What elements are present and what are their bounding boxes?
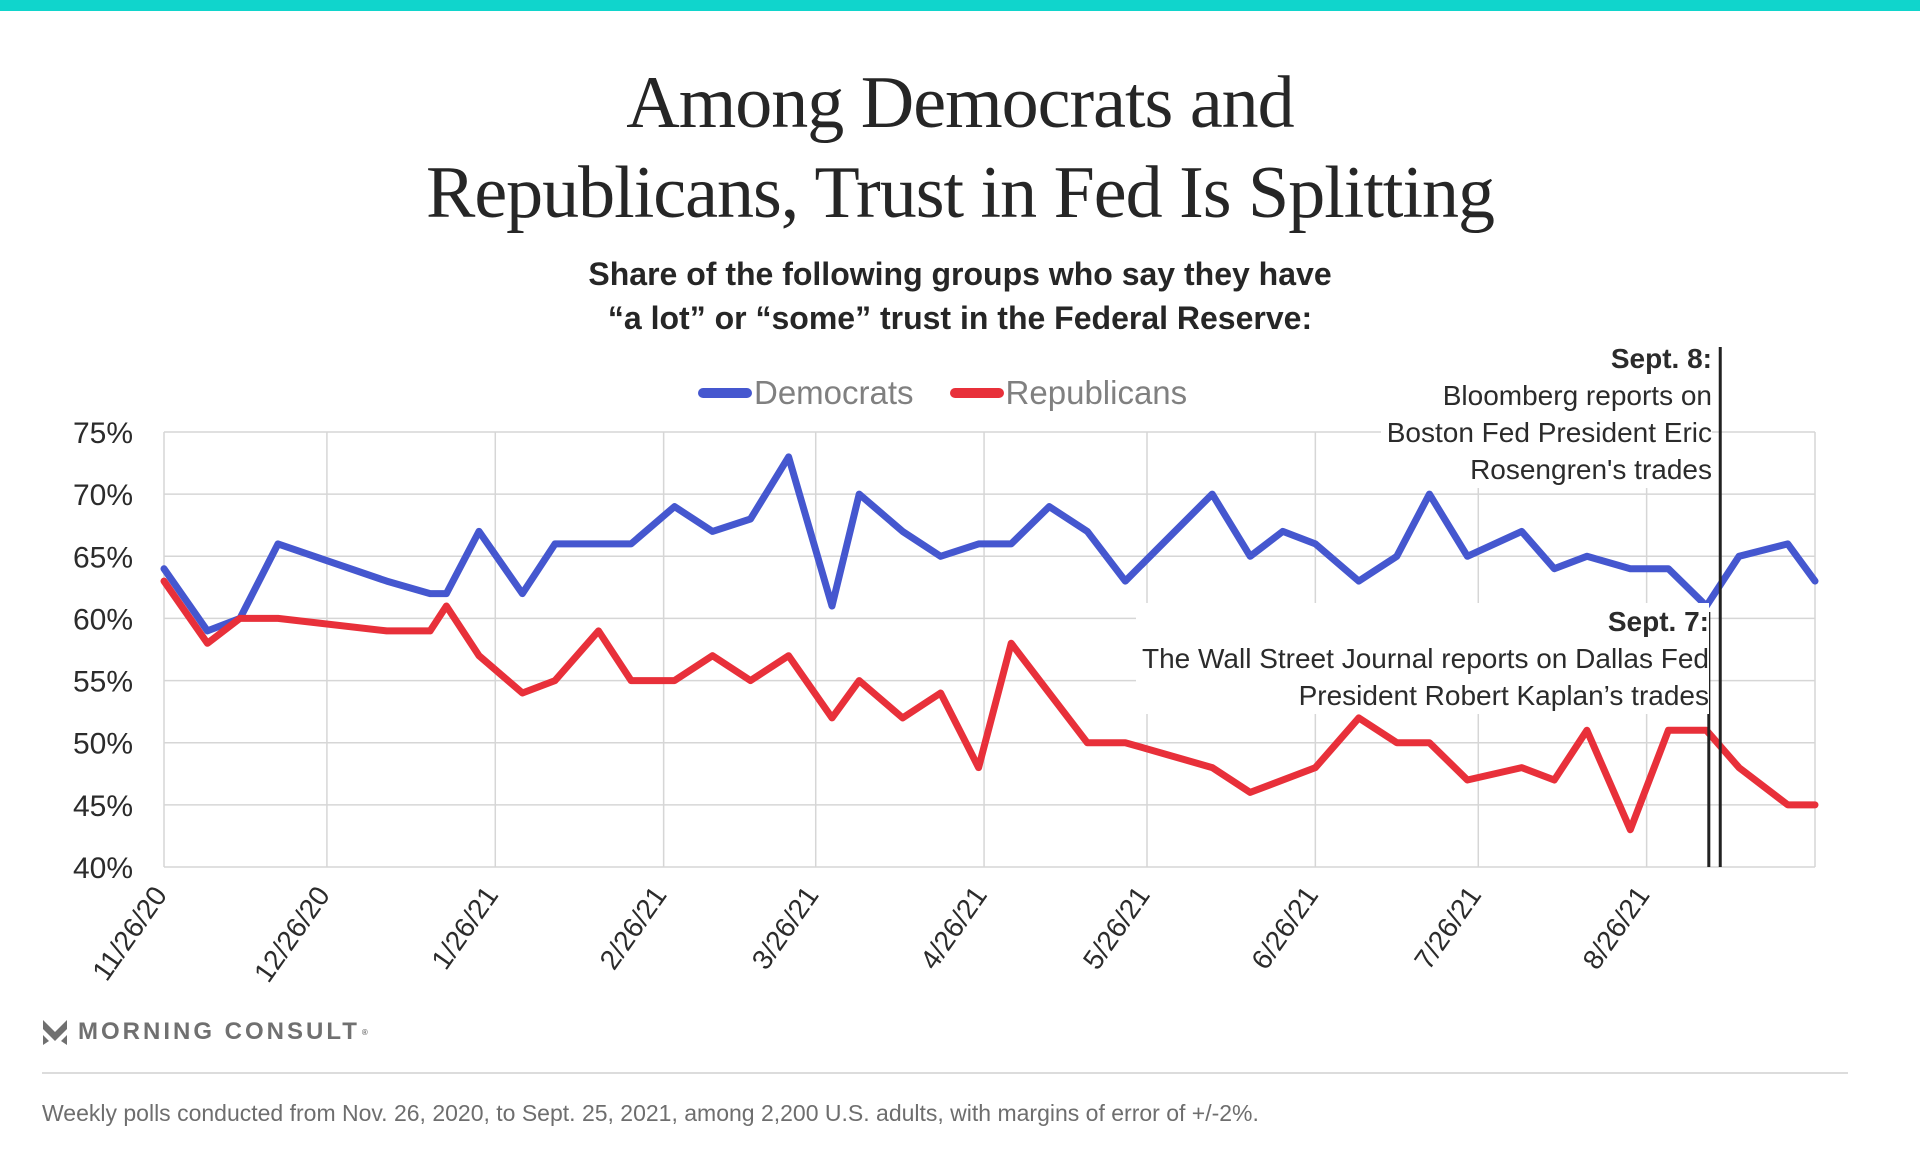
y-tick-label: 75% — [73, 417, 133, 450]
logo-text: MORNING CONSULT — [78, 1018, 360, 1045]
x-tick-label: 6/26/21 — [1245, 881, 1324, 975]
y-tick-label: 45% — [73, 790, 133, 823]
morning-consult-chevron-icon — [43, 1020, 67, 1045]
subtitle-line-2: “a lot” or “some” trust in the Federal R… — [607, 300, 1313, 336]
annotation-sept-8-line-2: Boston Fed President Eric — [1386, 417, 1712, 448]
annotation-sept-8-heading: Sept. 8: — [1610, 343, 1712, 374]
annotation-sept-8-line-1: Bloomberg reports on — [1442, 380, 1712, 411]
brand-top-bar — [0, 0, 1920, 11]
x-axis-ticks: 11/26/20 12/26/20 1/26/21 2/26/21 3/26/21 4/2… — [86, 881, 1655, 988]
footer-divider — [42, 1072, 1848, 1074]
chart-subtitle: Share of the following groups who say th… — [0, 252, 1920, 340]
annotation-sept-7-line-1: The Wall Street Journal reports on Dalla… — [1142, 643, 1709, 674]
x-tick-label: 12/26/20 — [248, 881, 336, 988]
legend-item-republicans: Republicans — [949, 374, 1188, 412]
x-tick-label: 5/26/21 — [1077, 881, 1156, 975]
x-tick-label: 2/26/21 — [594, 881, 673, 975]
annotation-sept-7-line-2: President Robert Kaplan’s trades — [1298, 680, 1709, 711]
title-line-1: Among Democrats and — [626, 62, 1294, 144]
series-lines — [160, 453, 1819, 834]
annotation-sept-7: Sept. 7: The Wall Street Journal reports… — [1136, 603, 1709, 714]
registered-mark: ® — [361, 1027, 368, 1037]
chart-title: Among Democrats and Republicans, Trust i… — [0, 58, 1920, 238]
y-tick-label: 40% — [73, 852, 133, 885]
legend-label-republicans: Republicans — [1005, 374, 1188, 411]
x-tick-label: 3/26/21 — [746, 881, 825, 975]
y-tick-label: 70% — [73, 479, 133, 512]
legend-item-democrats: Democrats — [698, 374, 914, 412]
y-axis-ticks: 40% 45% 50% 55% 60% 65% 70% 75% — [73, 417, 133, 885]
title-line-2: Republicans, Trust in Fed Is Splitting — [425, 152, 1495, 234]
annotation-sept-8-line-3: Rosengren's trades — [1470, 454, 1712, 485]
morning-consult-logo: MORNING CONSULT ® — [42, 1018, 368, 1046]
y-tick-label: 65% — [73, 541, 133, 574]
legend-swatch-democrats — [698, 388, 752, 398]
x-tick-label: 1/26/21 — [425, 881, 504, 975]
x-tick-label: 8/26/21 — [1577, 881, 1656, 975]
annotation-sept-8: Sept. 8: Bloomberg reports on Boston Fed… — [1380, 340, 1712, 488]
annotation-sept-7-heading: Sept. 7: — [1607, 606, 1709, 637]
y-tick-label: 50% — [73, 728, 133, 761]
x-tick-label: 11/26/20 — [86, 881, 173, 986]
legend-swatch-republicans — [949, 388, 1004, 398]
legend: Democrats Republicans — [698, 374, 1223, 412]
y-tick-label: 55% — [73, 666, 133, 699]
x-tick-label: 7/26/21 — [1408, 881, 1487, 975]
footnote: Weekly polls conducted from Nov. 26, 202… — [42, 1100, 1259, 1126]
x-tick-label: 4/26/21 — [914, 881, 993, 975]
subtitle-line-1: Share of the following groups who say th… — [588, 256, 1332, 292]
legend-label-democrats: Democrats — [754, 374, 914, 411]
y-tick-label: 60% — [73, 603, 133, 636]
